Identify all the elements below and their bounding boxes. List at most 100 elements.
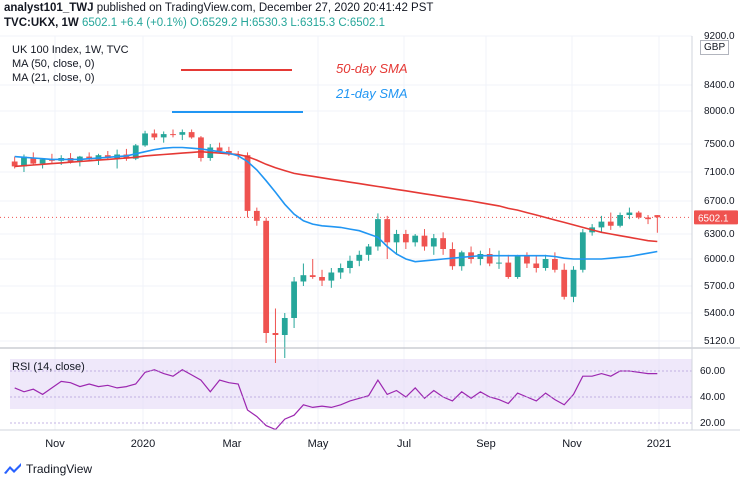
candle-body: [132, 145, 139, 159]
candle-body: [142, 133, 148, 146]
rsi-tick-label: 20.00: [700, 418, 725, 429]
candles-group: [11, 129, 661, 363]
candle-body: [617, 215, 623, 226]
last-price-badge: [694, 210, 738, 225]
author-name[interactable]: analyst101_TWJ: [4, 2, 94, 14]
publish-info: analyst101_TWJ published on TradingView.…: [4, 2, 433, 14]
candle-body: [281, 318, 288, 335]
currency-badge: GBP: [700, 40, 730, 55]
publish-text: published on TradingView.com, December 2…: [96, 2, 434, 14]
candle-body: [300, 275, 307, 282]
candle-body: [319, 277, 325, 281]
candle-body: [39, 159, 46, 164]
moving-averages: [14, 146, 658, 263]
candle-body: [505, 262, 512, 277]
rsi-plot: [14, 368, 658, 431]
candle-body: [170, 134, 176, 136]
candle-body: [635, 212, 642, 218]
price-change: +6.4 (+0.1%): [120, 17, 187, 29]
tradingview-footer[interactable]: TradingView: [4, 462, 92, 476]
candle-body: [598, 221, 605, 228]
time-tick-label: 2020: [131, 438, 155, 450]
candle-body: [244, 155, 251, 211]
time-tick-label: Nov: [45, 438, 65, 450]
price-tick-label: 7100.0: [704, 167, 735, 178]
rsi-tick-label: 60.00: [700, 366, 725, 377]
candle-body: [309, 275, 316, 277]
price-tick-label: 6000.0: [704, 254, 735, 265]
candle-body: [375, 219, 381, 247]
price-tick-label: 6700.0: [704, 196, 735, 207]
time-tick-label: Sep: [476, 438, 496, 450]
ma21-annotation-label: 21-day SMA: [335, 86, 408, 101]
price-axis[interactable]: 5120.0 5400.0 5700.0 6000.0 6300.0 6700.0 7100…: [694, 31, 738, 347]
legend-ma50[interactable]: MA (50, close, 0): [12, 58, 95, 70]
price-tick-label: 5120.0: [704, 336, 735, 347]
time-tick-label: May: [308, 438, 329, 450]
price-tick-label: 5700.0: [704, 281, 735, 292]
candle-body: [216, 147, 223, 151]
time-axis[interactable]: Nov 2020 Mar May Jul Sep Nov 2021: [45, 438, 671, 450]
candle-body: [253, 210, 260, 221]
rsi-axis: 20.00 40.00 60.00: [10, 366, 725, 429]
candle-body: [384, 219, 391, 243]
candle-body: [626, 212, 633, 216]
candle-body: [486, 254, 493, 264]
time-tick-label: Mar: [223, 438, 242, 450]
time-tick-label: Nov: [562, 438, 582, 450]
candle-body: [524, 256, 530, 264]
candle-body: [421, 235, 428, 247]
candle-body: [542, 259, 549, 268]
rsi-band: [10, 359, 692, 409]
candle-body: [645, 217, 651, 220]
candle-body: [551, 259, 558, 270]
candle-body: [365, 246, 372, 255]
candle-body: [151, 133, 158, 138]
brand-name: TradingView: [26, 462, 93, 476]
candle-body: [30, 158, 37, 164]
candle-body: [468, 252, 474, 259]
ohlc-values: O:6529.2 H:6530.3 L:6315.3 C:6502.1: [190, 17, 386, 29]
annotations: 50-day SMA 21-day SMA: [172, 61, 408, 113]
candle-body: [179, 132, 186, 135]
candle-body: [393, 234, 400, 243]
candle-body: [160, 134, 167, 138]
price-tick-label: 8400.0: [704, 80, 735, 91]
legend-ma21[interactable]: MA (21, close, 0): [12, 72, 95, 84]
candle-body: [272, 333, 279, 335]
candle-body: [328, 272, 335, 281]
last-price-badge-label: 6502.1: [698, 213, 729, 224]
candle-body: [514, 256, 521, 277]
ma21-line: [14, 146, 658, 263]
candle-body: [21, 156, 27, 167]
candle-body: [579, 232, 586, 270]
rsi-legend[interactable]: RSI (14, close): [12, 361, 85, 373]
symbol-name: TVC:UKX, 1W: [4, 17, 79, 29]
price-tick-label: 6300.0: [704, 229, 735, 240]
ma50-line: [14, 150, 658, 243]
candle-body: [347, 260, 353, 268]
candle-body: [533, 263, 540, 268]
legend-title: UK 100 Index, 1W, TVC: [12, 44, 129, 56]
candle-body: [198, 137, 204, 158]
price-tick-label: 7500.0: [704, 139, 735, 150]
candle-body: [11, 161, 18, 167]
symbol-info: TVC:UKX, 1W 6502.1 +6.4 (+0.1%) O:6529.2…: [4, 17, 385, 29]
candle-body: [430, 238, 437, 247]
candle-body: [440, 238, 447, 249]
price-tick-label: 5400.0: [704, 308, 735, 319]
candle-body: [402, 234, 409, 243]
price-tick-label: 9200.0: [704, 31, 735, 42]
tradingview-logo-icon: [4, 463, 21, 474]
time-tick-label: Jul: [397, 438, 411, 450]
candle-body: [561, 269, 568, 297]
candle-body: [337, 268, 344, 273]
rsi-line: [14, 368, 658, 431]
rsi-tick-label: 40.00: [700, 392, 725, 403]
candle-body: [188, 132, 195, 138]
price-tick-label: 8000.0: [704, 106, 735, 117]
candle-body: [356, 254, 363, 261]
candle-body: [263, 220, 270, 333]
candle-body: [458, 252, 465, 267]
